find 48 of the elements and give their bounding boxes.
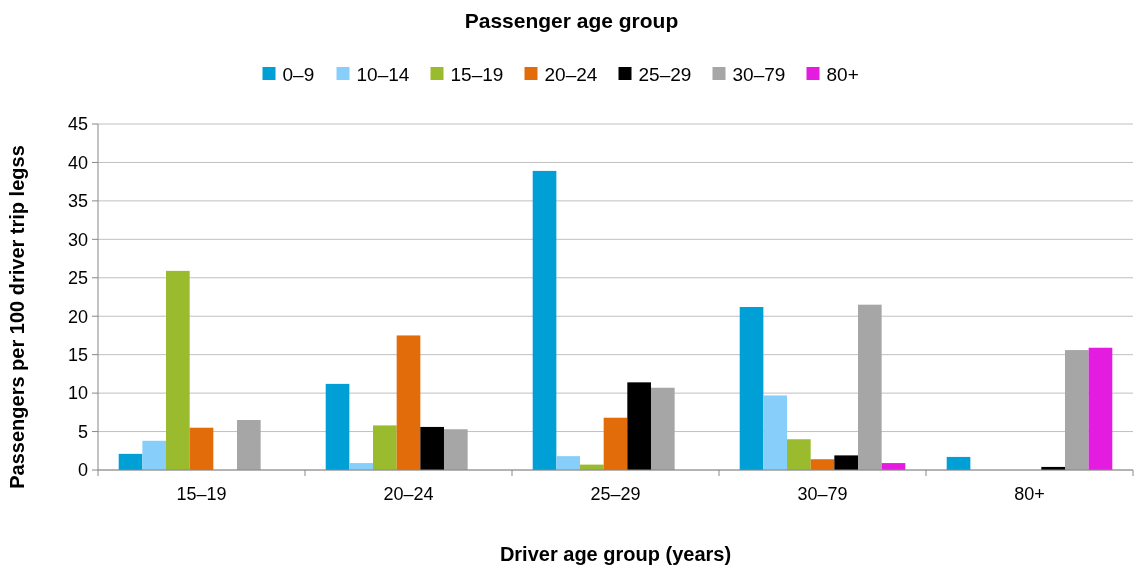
legend-label: 25–29 — [638, 63, 692, 85]
bar — [532, 170, 557, 470]
y-tick-label: 25 — [67, 268, 88, 289]
legend-label: 0–9 — [282, 63, 315, 85]
bar — [373, 425, 397, 470]
bar — [857, 304, 882, 470]
y-tick-label: 35 — [67, 191, 88, 212]
bar — [236, 420, 261, 470]
bar — [627, 382, 651, 470]
y-tick-label: 20 — [67, 306, 88, 327]
x-tick-label: 80+ — [1014, 484, 1045, 504]
legend-label: 20–24 — [544, 63, 598, 85]
bar — [189, 427, 214, 470]
y-tick-label: 45 — [67, 114, 88, 135]
x-tick-label: 25–29 — [590, 484, 641, 504]
bar — [603, 417, 628, 470]
bar — [810, 459, 835, 470]
y-tick-label: 5 — [77, 421, 88, 442]
bar — [396, 335, 421, 470]
bar — [556, 456, 581, 470]
x-axis-title: Driver age group (years) — [499, 543, 732, 565]
bar — [787, 439, 811, 470]
legend-label: 10–14 — [356, 63, 410, 85]
bar — [763, 395, 788, 470]
bar — [166, 270, 190, 470]
legend-label: 15–19 — [450, 63, 504, 85]
bar — [739, 307, 764, 470]
x-tick-label: 20–24 — [383, 484, 434, 504]
y-tick-label: 10 — [67, 383, 88, 404]
legend-label: 30–79 — [732, 63, 786, 85]
bar — [1088, 347, 1113, 470]
bar — [118, 453, 143, 470]
x-tick-label: 15–19 — [176, 484, 227, 504]
legend-label: 80+ — [826, 63, 859, 85]
y-axis-title: Passengers per 100 driver trip legss — [6, 145, 28, 489]
y-tick-label: 30 — [67, 229, 88, 250]
x-tick-label: 30–79 — [797, 484, 848, 504]
y-tick-label: 15 — [67, 344, 88, 365]
bar — [443, 429, 468, 470]
y-tick-label: 0 — [77, 460, 88, 481]
bar — [325, 383, 350, 470]
y-tick-label: 40 — [67, 152, 88, 173]
bar — [650, 387, 675, 470]
bar — [1064, 350, 1089, 470]
legend-title: Passenger age group — [464, 9, 679, 32]
bar — [834, 455, 858, 470]
bar — [420, 426, 444, 470]
bar — [142, 440, 167, 470]
